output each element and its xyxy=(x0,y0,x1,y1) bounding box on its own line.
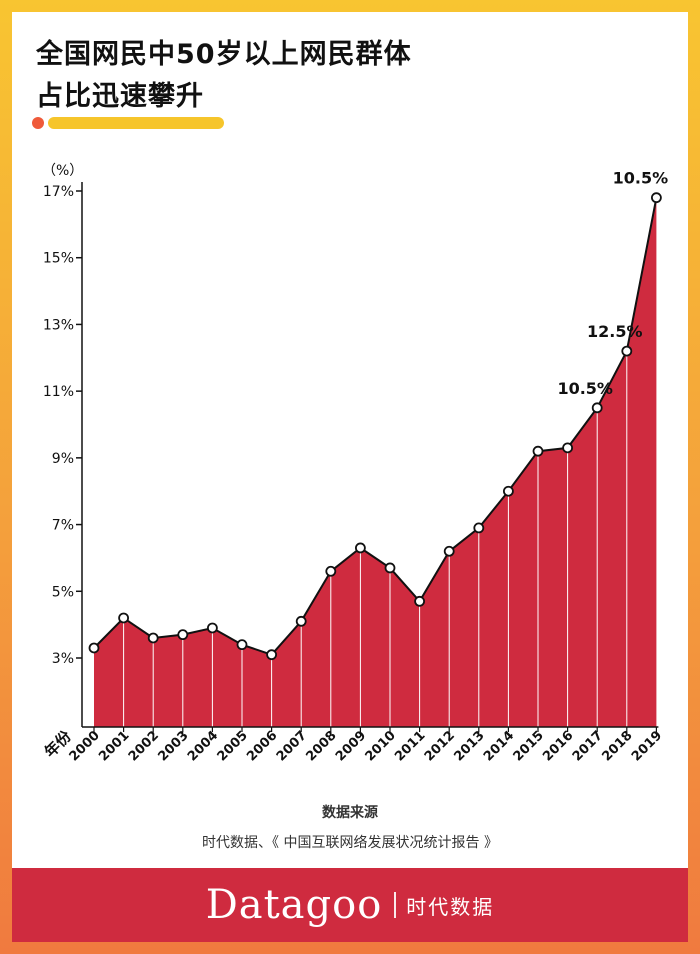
data-point xyxy=(414,595,426,607)
x-tick-label: 2015 xyxy=(511,728,547,764)
y-tick-label: 7% xyxy=(52,518,74,534)
brand-cn-text: 时代数据 xyxy=(406,894,495,919)
data-point xyxy=(118,612,129,624)
data-point xyxy=(384,562,396,574)
x-tick-label: 2010 xyxy=(363,728,399,764)
brand-divider xyxy=(394,892,397,918)
brand-logo-text: Datagoo xyxy=(205,882,383,928)
source-title: 数据来源 xyxy=(322,805,378,821)
data-point xyxy=(206,622,218,634)
x-tick-label: 2013 xyxy=(451,728,487,764)
y-tick-label: 15% xyxy=(43,251,74,267)
y-tick-label: 3% xyxy=(52,651,74,667)
x-tick-label: 2008 xyxy=(303,728,339,764)
accent-bar xyxy=(48,117,224,129)
title-line-1: 全国网民中50岁以上网民群体 xyxy=(36,39,412,70)
x-tick-label: 2017 xyxy=(570,728,606,764)
y-unit-label: （%） xyxy=(42,163,83,179)
area-chart: 3%5%7%9%11%13%15%17%（%）20002001200220032… xyxy=(41,163,669,764)
x-tick-label: 2016 xyxy=(540,728,576,764)
x-tick-label: 2012 xyxy=(422,728,458,764)
data-point xyxy=(562,442,573,454)
title-line-2: 占比迅速攀升 xyxy=(36,81,204,112)
chart-card: 全国网民中50岁以上网民群体 占比迅速攀升 3% 5% 7% 9% 11% 13% 15% 1… xyxy=(12,12,688,942)
data-point xyxy=(502,485,514,497)
x-tick-label: 2011 xyxy=(392,728,428,764)
x-tick-label: 2001 xyxy=(96,728,132,764)
footer-banner: Datagoo 时代数据 xyxy=(12,868,688,942)
y-tick-label: 13% xyxy=(43,317,74,333)
data-point xyxy=(473,522,485,534)
data-point xyxy=(295,615,307,627)
data-point xyxy=(532,445,544,457)
data-point xyxy=(651,192,662,204)
data-point xyxy=(621,345,633,357)
data-label: 12.5% xyxy=(587,322,643,341)
x-tick-label: 2018 xyxy=(599,728,635,764)
data-point xyxy=(325,565,337,577)
data-point xyxy=(147,632,159,644)
area-fill xyxy=(94,197,657,727)
x-tick-label: 2009 xyxy=(333,728,369,764)
x-tick-label: 2019 xyxy=(629,728,665,764)
data-label: 10.5% xyxy=(613,169,669,188)
source-text: 时代数据、《 中国互联网络发展状况统计报告 》 xyxy=(202,835,498,851)
data-point xyxy=(591,402,603,414)
data-point xyxy=(443,545,455,557)
data-point xyxy=(177,629,189,641)
page-title: 全国网民中50岁以上网民群体 占比迅速攀升 xyxy=(36,34,656,118)
x-tick-label: 2004 xyxy=(185,728,221,764)
x-tick-label: 2006 xyxy=(244,728,280,764)
y-tick-label: 11% xyxy=(43,384,74,400)
x-tick-label: 2002 xyxy=(126,728,162,764)
data-point xyxy=(354,542,366,554)
y-tick-label: 17% xyxy=(43,184,74,200)
data-label: 10.5% xyxy=(557,379,613,398)
x-tick-label: 2007 xyxy=(274,728,310,764)
x-tick-label: 2000 xyxy=(67,728,103,764)
x-tick-label: 2005 xyxy=(215,728,251,764)
y-tick-label: 5% xyxy=(52,584,74,600)
data-point xyxy=(266,649,278,661)
x-tick-label: 2014 xyxy=(481,728,517,764)
data-point xyxy=(88,642,100,654)
data-point xyxy=(236,639,248,651)
y-tick-label: 9% xyxy=(52,451,74,467)
accent-dot xyxy=(32,117,44,129)
x-tick-label: 2003 xyxy=(155,728,191,764)
